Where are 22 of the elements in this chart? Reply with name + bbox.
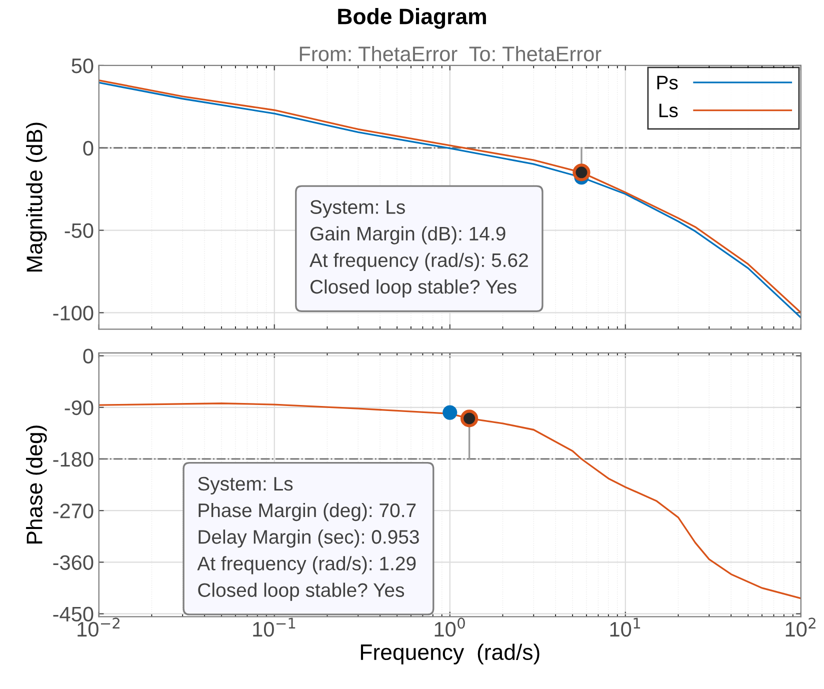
y-axis-title: Magnitude (dB) — [26, 122, 47, 272]
y-tick-label: 50 — [72, 58, 94, 74]
chart-title: Bode Diagram — [338, 8, 486, 29]
x-tick-label: 10$^{1}$ — [610, 618, 640, 637]
y-tick-label: -360 — [53, 555, 94, 570]
y-tick-label: -90 — [64, 400, 94, 416]
chart-subtitle: From: ThetaError To: ThetaError — [300, 46, 602, 62]
y-tick-label: -180 — [53, 452, 94, 467]
annotation: System: Ls Gain Margin (dB): 14.9 At frequency (rad/s): 5.62 Closed loop stable? Yes — [310, 200, 528, 298]
y-tick-label: -100 — [53, 306, 94, 320]
x-tick-label: 10$^{0}$ — [434, 618, 465, 637]
y-tick-label: -270 — [53, 504, 94, 518]
x-tick-label: 10$^{2}$ — [786, 618, 816, 637]
legend-label: Ls — [659, 104, 678, 118]
x-axis-title: Frequency (rad/s) — [360, 644, 540, 664]
y-axis-title: Phase (deg) — [26, 426, 47, 544]
annotation: System: Ls Phase Margin (deg): 70.7 Delay Margin (sec): 0.953 At frequency (rad/s): 1.29 Closed loop stable? Yes — [197, 476, 419, 601]
y-tick-label: 0 — [83, 348, 94, 364]
y-tick-label: -50 — [64, 223, 94, 238]
legend-label: Ps — [657, 76, 678, 90]
y-tick-label: 0 — [83, 140, 94, 156]
x-tick-label: 10$^{−1}$ — [253, 618, 296, 637]
